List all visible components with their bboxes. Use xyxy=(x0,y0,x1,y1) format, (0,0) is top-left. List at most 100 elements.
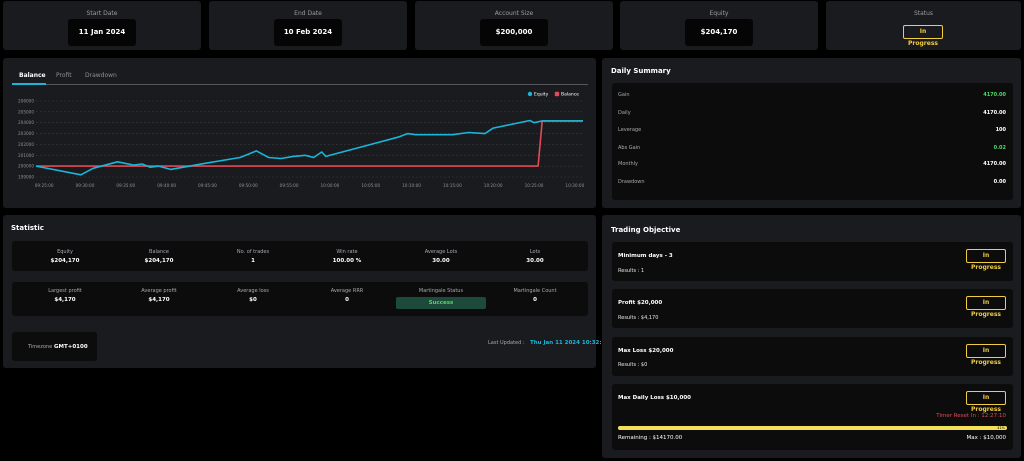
statistic-value: $204,170 xyxy=(50,258,80,264)
chart-legend: Equity Balance xyxy=(527,91,579,98)
daily-summary-label: Abs Gain xyxy=(618,145,641,151)
objective-max-daily-loss-badge: In Progress xyxy=(966,391,1006,413)
objective-max-daily-loss xyxy=(612,384,1013,450)
statistic-label: Lots xyxy=(529,249,541,255)
statistic-title: Statistic xyxy=(11,224,44,232)
objective-max-loss xyxy=(612,337,1013,376)
statistic-label: Martingale Count xyxy=(513,288,557,294)
daily-summary-value: 4170.00 xyxy=(983,92,1006,98)
daily-summary-value: 100 xyxy=(995,127,1006,133)
y-tick-label: 201000 xyxy=(18,153,34,158)
start-date-value: 11 Jan 2024 xyxy=(68,19,136,46)
status-label: Status xyxy=(913,10,934,17)
status-card: Status In Progress xyxy=(826,1,1021,50)
objective-max-daily-loss-title: Max Daily Loss $10,000 xyxy=(618,395,691,401)
remaining-text: Remaining : $14170.00 xyxy=(618,435,683,441)
objective-min-days xyxy=(612,242,1013,281)
last-updated-label: Last Updated : xyxy=(488,340,525,346)
account-size-label: Account Size xyxy=(494,10,534,17)
y-tick-label: 200000 xyxy=(18,164,34,169)
equity-value: $204,170 xyxy=(685,19,753,46)
tab-divider xyxy=(12,84,588,85)
x-tick-label: 09:50:00 xyxy=(239,183,258,188)
end-date-value: 10 Feb 2024 xyxy=(274,19,342,46)
statistic-label: Largest profit xyxy=(48,288,82,294)
x-tick-label: 09:35:00 xyxy=(116,183,135,188)
daily-summary-label: Monthly xyxy=(618,161,639,167)
objective-profit-badge: In Progress xyxy=(966,296,1006,318)
objective-profit-title: Profit $20,000 xyxy=(618,300,663,306)
timezone-value: GMT+0100 xyxy=(54,343,88,350)
statistic-label: No. of trades xyxy=(236,249,270,255)
daily-loss-progress-track: 41% xyxy=(618,426,1007,430)
chart-series xyxy=(35,119,583,176)
statistic-value: 0 xyxy=(345,297,349,303)
statistic-value: 1 xyxy=(251,258,255,264)
timezone-box: Timezone GMT+0100 xyxy=(12,332,97,361)
x-tick-label: 09:45:00 xyxy=(198,183,217,188)
end-date-card: End Date 10 Feb 2024 xyxy=(209,1,407,50)
balance-chart: 199000 200000 201000 202000 203000 204000 2050… xyxy=(18,91,585,189)
series-line-balance xyxy=(36,120,583,167)
objective-min-days-title: Minimum days - 3 xyxy=(618,253,673,259)
daily-summary-value: 4170.00 xyxy=(983,110,1006,116)
statistic-value: $204,170 xyxy=(144,258,174,264)
statistic-label: Equity xyxy=(57,249,73,255)
objective-min-days-result: Results : 1 xyxy=(618,268,645,274)
statistic-value: $4,170 xyxy=(148,297,170,303)
account-size-value: $200,000 xyxy=(480,19,548,46)
x-tick-label: 09:30:00 xyxy=(76,183,95,188)
equity-card: Equity $204,170 xyxy=(620,1,818,50)
y-tick-label: 205000 xyxy=(18,109,34,114)
tab-balance[interactable]: Balance xyxy=(19,72,46,79)
legend-label: Equity xyxy=(534,92,549,98)
daily-summary-label: Daily xyxy=(618,110,631,116)
objective-max-loss-title: Max Loss $20,000 xyxy=(618,348,674,354)
trading-objective-title: Trading Objective xyxy=(611,226,681,234)
objective-min-days-badge: In Progress xyxy=(966,249,1006,271)
legend-marker-equity xyxy=(527,91,533,97)
chart-card xyxy=(3,58,596,208)
start-date-label: Start Date xyxy=(86,10,118,17)
daily-summary-label: Gain xyxy=(618,92,630,98)
start-date-card: Start Date 11 Jan 2024 xyxy=(3,1,201,50)
status-badge: In Progress xyxy=(903,25,943,47)
tab-profit[interactable]: Profit xyxy=(56,72,72,79)
x-tick-label: 10:15:00 xyxy=(443,183,462,188)
y-tick-label: 202000 xyxy=(18,142,34,147)
account-size-card: Account Size $200,000 xyxy=(415,1,613,50)
daily-loss-progress-fill: 41% xyxy=(618,426,1007,430)
tab-drawdown[interactable]: Drawdown xyxy=(85,72,117,79)
x-tick-label: 09:55:00 xyxy=(280,183,299,188)
statistic-value: $0 xyxy=(249,297,257,303)
daily-summary-label: Drawdown xyxy=(618,179,645,185)
max-text: Max : $10,000 xyxy=(966,435,1006,441)
objective-profit-result: Results : $4,170 xyxy=(618,315,659,321)
y-axis-ticks: 199000 200000 201000 202000 203000 204000 2050… xyxy=(18,99,34,180)
statistic-value: 100.00 % xyxy=(332,258,362,264)
statistic-row-1 xyxy=(12,241,588,271)
martingale-status-badge: Success xyxy=(396,297,486,309)
statistic-label: Balance xyxy=(149,249,169,255)
statistic-value: 30.00 xyxy=(526,258,544,264)
x-tick-label: 10:05:00 xyxy=(361,183,380,188)
y-tick-label: 203000 xyxy=(18,131,34,136)
daily-summary-value: 4170.00 xyxy=(983,161,1006,167)
series-line-equity xyxy=(35,119,583,176)
end-date-label: End Date xyxy=(294,10,322,17)
timer-reset-text: Timer Reset In : 12:27:10 xyxy=(936,413,1006,419)
daily-summary-value: 0.00 xyxy=(993,179,1006,185)
statistic-label: Average profit xyxy=(141,288,177,294)
x-axis-ticks: 09:25:00 09:30:00 09:35:00 09:40:00 09:45:00… xyxy=(35,183,585,188)
x-tick-label: 10:25:00 xyxy=(525,183,544,188)
daily-summary-value: 0.02 xyxy=(993,145,1006,151)
y-tick-label: 199000 xyxy=(18,175,34,180)
x-tick-label: 10:30:00 xyxy=(565,183,584,188)
daily-summary-label: Leverage xyxy=(618,127,642,133)
x-tick-label: 10:00:00 xyxy=(321,183,340,188)
objective-profit xyxy=(612,289,1013,328)
legend-marker-balance xyxy=(554,91,560,97)
active-tab-underline xyxy=(12,83,46,85)
daily-loss-progress-pct: 41% xyxy=(997,425,1005,430)
x-tick-label: 10:20:00 xyxy=(484,183,503,188)
